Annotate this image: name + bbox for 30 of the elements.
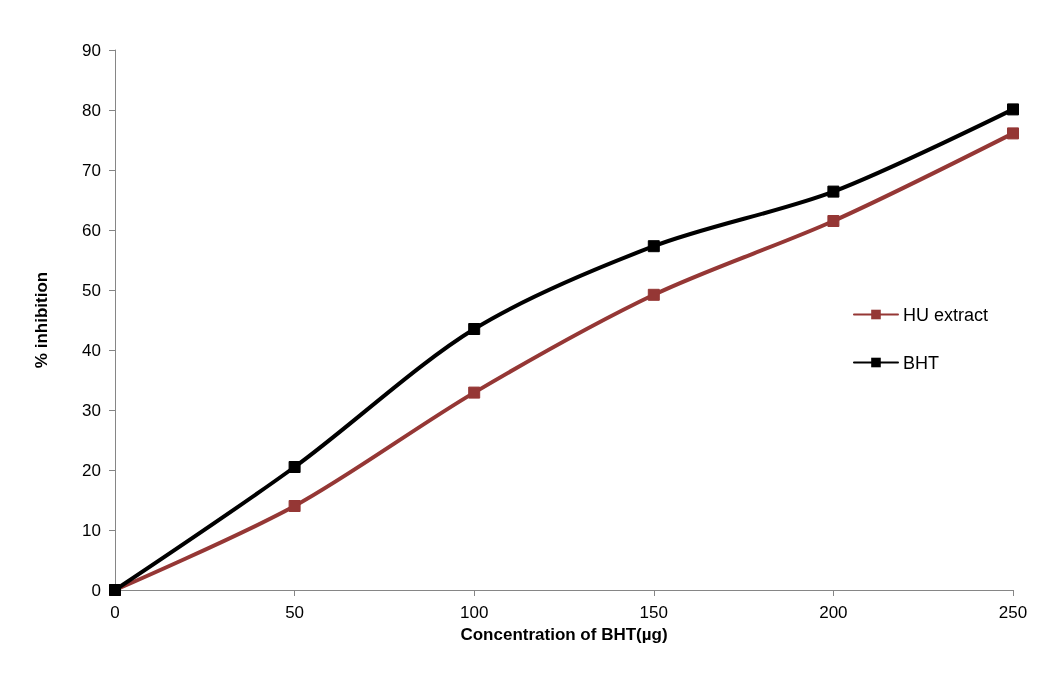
point xyxy=(468,386,481,399)
point xyxy=(468,323,481,335)
x-tick-label: 200 xyxy=(819,603,848,622)
y-tick-label: 80 xyxy=(82,100,101,120)
y-tick-label: 0 xyxy=(91,580,101,600)
point xyxy=(1007,127,1019,140)
y-axis-title: % inhibition xyxy=(32,271,51,369)
x-axis-title: Concentration of BHT(µg) xyxy=(460,624,668,644)
legend-label: HU extract xyxy=(902,304,989,325)
x-tick-label: 0 xyxy=(110,603,120,622)
y-tick-label: 90 xyxy=(82,40,101,60)
y-tick-label: 60 xyxy=(82,220,101,240)
y-tick-label: 30 xyxy=(82,400,101,420)
x-tick-label: 250 xyxy=(998,603,1028,622)
y-tick-label: 70 xyxy=(82,160,101,180)
y-tick-label: 20 xyxy=(82,460,101,480)
y-tick-label: 40 xyxy=(82,340,101,360)
point xyxy=(288,461,301,473)
point xyxy=(827,215,840,227)
point xyxy=(827,185,840,198)
point xyxy=(647,288,660,301)
x-tick-label: 150 xyxy=(639,603,668,622)
y-tick-label: 10 xyxy=(82,520,101,540)
x-tick-label: 100 xyxy=(460,603,489,622)
x-tick-label: 50 xyxy=(285,603,305,622)
y-tick-label: 50 xyxy=(82,280,101,300)
legend-label: BHT xyxy=(902,352,939,373)
point xyxy=(1007,103,1019,116)
point xyxy=(288,500,301,512)
point xyxy=(647,240,660,253)
